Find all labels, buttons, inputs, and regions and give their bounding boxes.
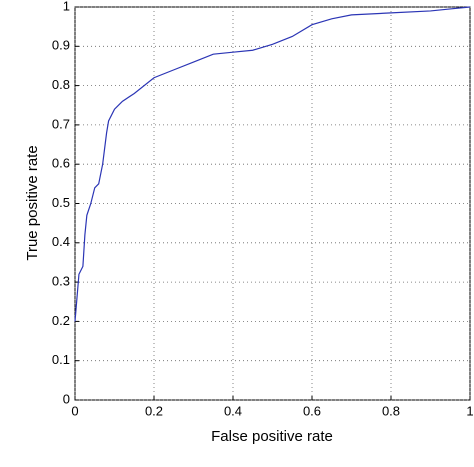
y-tick-label: 0.6 [52,156,70,171]
y-tick-label: 0.2 [52,313,70,328]
x-tick-label: 0.8 [382,403,400,418]
y-tick-label: 0.9 [52,38,70,53]
y-tick-label: 0.5 [52,195,70,210]
y-tick-label: 0.1 [52,352,70,367]
x-tick-label: 0.4 [224,403,242,418]
plot-frame [74,6,471,401]
y-tick-label: 0.7 [52,116,70,131]
y-tick-label: 0.4 [52,234,70,249]
y-tick-label: 0.3 [52,274,70,289]
x-tick-label: 1 [466,403,473,418]
y-tick-label: 0.8 [52,77,70,92]
x-axis-label: False positive rate [211,428,333,445]
x-tick-label: 0.2 [145,403,163,418]
y-tick-label: 0 [63,391,70,406]
roc-curve [74,6,471,322]
y-axis-label: True positive rate [24,145,41,260]
x-tick-label: 0.6 [303,403,321,418]
x-tick-label: 0 [71,403,78,418]
y-tick-label: 1 [63,0,70,13]
